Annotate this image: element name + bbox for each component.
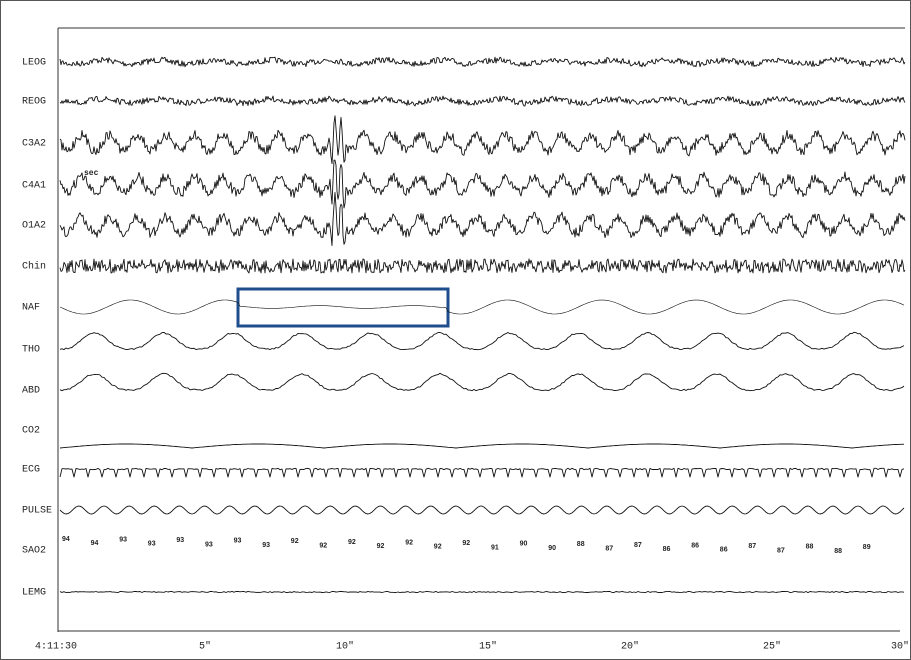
sao2-value: 87 <box>748 543 756 550</box>
sao2-value: 86 <box>663 546 671 553</box>
waveform <box>59 56 906 68</box>
time-label: 25" <box>763 641 781 653</box>
sao2-value: 92 <box>377 543 385 550</box>
sao2-value: 94 <box>91 540 99 547</box>
sao2-value: 93 <box>176 537 184 544</box>
time-label: 15" <box>479 641 497 653</box>
waveform <box>59 192 906 247</box>
sao2-value: 88 <box>577 541 585 548</box>
sao2-value: 90 <box>548 545 556 552</box>
channel-label: LEOG <box>22 58 46 69</box>
waveform <box>59 590 905 594</box>
channel-label: SAO2 <box>22 546 46 557</box>
waveform <box>59 505 905 515</box>
channel-label: LEMG <box>22 588 46 599</box>
channel-label: NAF <box>22 303 40 314</box>
sao2-value: 90 <box>520 541 528 548</box>
waveform <box>59 258 906 274</box>
sao2-value: 92 <box>291 538 299 545</box>
time-label: 4:11:30 <box>35 642 77 653</box>
time-label: 20" <box>621 641 639 653</box>
sao2-value: 86 <box>720 547 728 554</box>
sao2-value: 87 <box>777 547 785 554</box>
time-label: 30" <box>891 641 909 653</box>
sao2-value: 93 <box>234 538 242 545</box>
sao2-value: 93 <box>205 541 213 548</box>
channel-label: C3A2 <box>22 139 46 150</box>
channel-label: C4A1 <box>22 181 46 192</box>
sao2-value: 88 <box>834 548 842 555</box>
sao2-value: 88 <box>806 544 814 551</box>
channel-label: ABD <box>22 386 40 397</box>
sao2-value: 93 <box>148 541 156 548</box>
sao2-value: 89 <box>863 544 871 551</box>
sao2-value: 94 <box>62 536 70 543</box>
calibration-label: sec <box>84 169 99 178</box>
waveform <box>59 95 906 107</box>
sao2-value: 92 <box>434 544 442 551</box>
waveform <box>59 159 906 209</box>
waveform <box>59 372 905 392</box>
channel-label: ECG <box>22 465 40 476</box>
waveform <box>59 331 905 351</box>
channel-label: PULSE <box>22 506 52 517</box>
sao2-value: 93 <box>119 536 127 543</box>
channel-label: O1A2 <box>22 221 46 232</box>
sao2-value: 93 <box>262 542 270 549</box>
sao2-value: 92 <box>319 543 327 550</box>
sao2-value: 92 <box>405 539 413 546</box>
sao2-value: 86 <box>691 542 699 549</box>
waveform <box>59 115 906 165</box>
waveform <box>59 443 905 449</box>
highlight-box <box>236 287 450 328</box>
sao2-value: 87 <box>634 542 642 549</box>
channel-label: CO2 <box>22 426 40 437</box>
sao2-value: 87 <box>605 546 613 553</box>
sao2-value: 91 <box>491 544 499 551</box>
channel-label: Chin <box>22 261 46 273</box>
time-label: 5" <box>199 641 211 653</box>
channel-label: REOG <box>22 97 46 108</box>
time-label: 10" <box>336 641 354 653</box>
sao2-value: 92 <box>348 539 356 546</box>
channel-label: THO <box>22 345 40 356</box>
waveform <box>59 299 905 315</box>
waveform <box>59 467 905 478</box>
sao2-value: 92 <box>462 540 470 547</box>
